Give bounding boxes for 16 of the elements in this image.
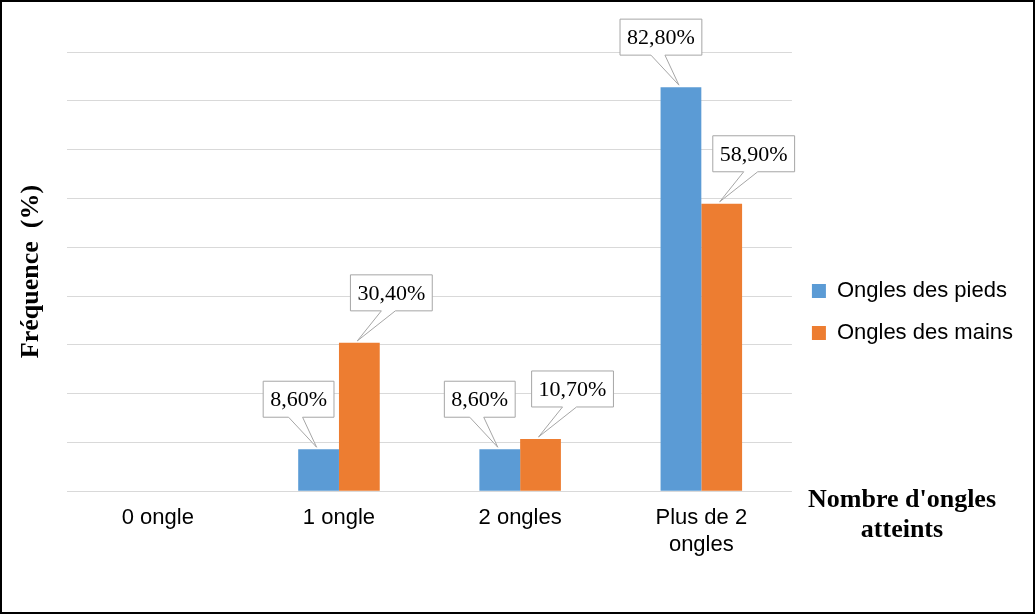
bar [298, 449, 339, 491]
x-tick-label: 0 ongle [121, 504, 194, 530]
data-label: 58,90% [719, 140, 788, 166]
data-label: 10,70% [538, 375, 607, 401]
legend-label: Ongles des pieds [836, 277, 1007, 303]
legend-label: Ongles des mains [836, 319, 1014, 345]
y-axis-title: Fréquence (%) [15, 184, 45, 359]
bar [479, 449, 521, 491]
x-axis-title: Nombre d'ongles atteints [807, 484, 997, 544]
data-label: 30,40% [357, 279, 426, 305]
data-label: 82,80% [627, 23, 695, 49]
x-tick-label: 1 ongle [302, 504, 376, 530]
data-label: 8,60% [451, 386, 509, 412]
data-label: 8,60% [270, 386, 327, 412]
x-tick-label: Plus de 2 ongles [655, 504, 748, 556]
x-tick-label: 2 ongles [478, 504, 562, 530]
